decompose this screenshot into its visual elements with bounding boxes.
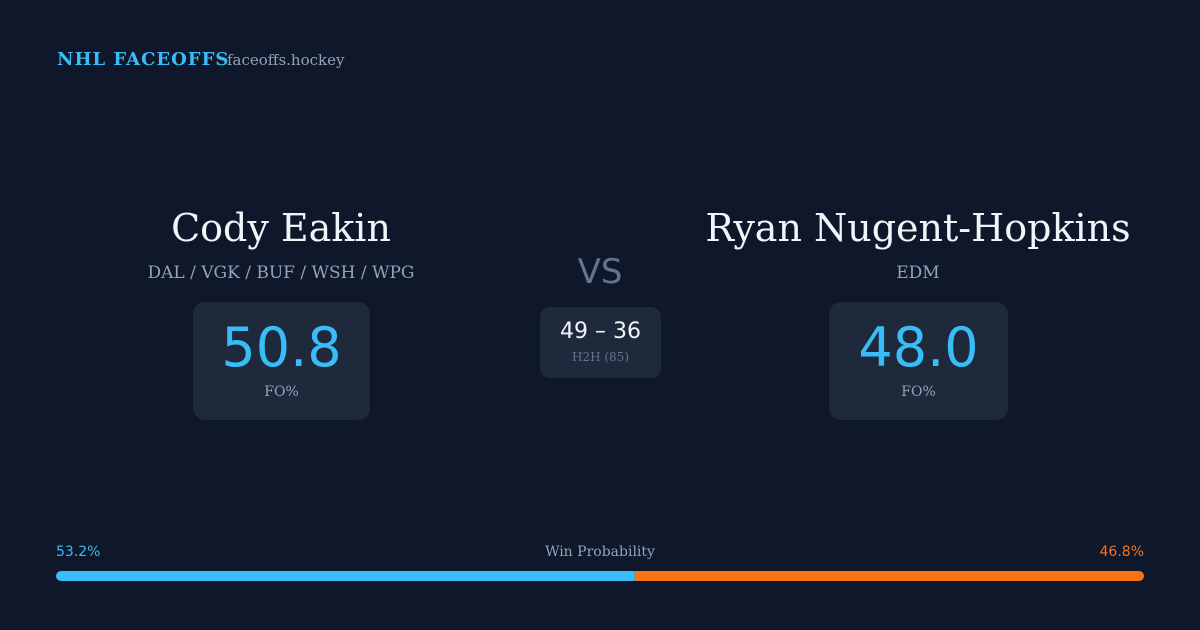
- player-teams: EDM: [896, 263, 940, 283]
- player-teams: DAL / VGK / BUF / WSH / WPG: [147, 263, 415, 283]
- left-probability: 53.2%: [56, 544, 101, 560]
- stat-label: FO%: [901, 384, 936, 400]
- probability-segment: [634, 571, 1144, 581]
- h2h-label: H2H (85): [571, 350, 629, 364]
- h2h-score: 49 – 36: [560, 319, 641, 344]
- probability-title: Win Probability: [545, 544, 655, 560]
- stat-value: 50.8: [221, 316, 342, 379]
- stat-card: 50.8 FO%: [193, 302, 370, 420]
- site: faceoffs.hockey: [227, 51, 345, 69]
- player-name: Ryan Nugent-Hopkins: [705, 206, 1131, 250]
- stat-card: 48.0 FO%: [829, 302, 1008, 420]
- brand: NHL FACEOFFS: [57, 49, 230, 70]
- stat-value: 48.0: [858, 316, 979, 379]
- h2h-card: 49 – 36 H2H (85): [540, 307, 661, 378]
- probability-segment: [56, 571, 635, 581]
- right-probability: 46.8%: [1099, 544, 1144, 560]
- player-name: Cody Eakin: [171, 206, 391, 250]
- vs: VS: [577, 252, 623, 292]
- stat-label: FO%: [264, 384, 299, 400]
